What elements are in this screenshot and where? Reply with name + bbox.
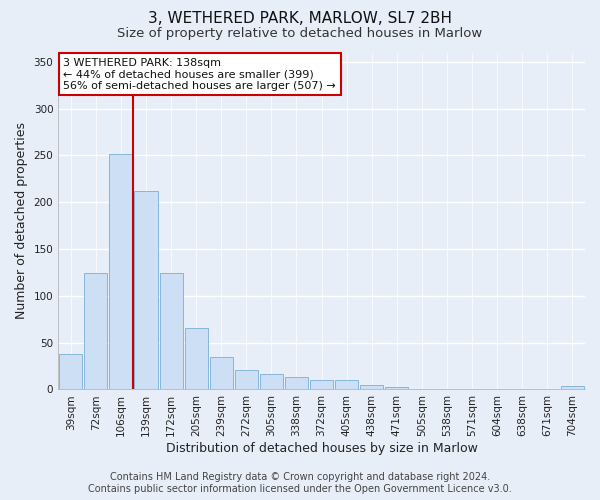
Bar <box>385 386 409 390</box>
Bar <box>260 374 283 390</box>
Bar <box>561 386 584 390</box>
Bar <box>310 380 333 390</box>
Bar <box>360 385 383 390</box>
Bar <box>335 380 358 390</box>
Y-axis label: Number of detached properties: Number of detached properties <box>15 122 28 320</box>
Bar <box>285 378 308 390</box>
Text: Size of property relative to detached houses in Marlow: Size of property relative to detached ho… <box>118 28 482 40</box>
Text: Contains HM Land Registry data © Crown copyright and database right 2024.
Contai: Contains HM Land Registry data © Crown c… <box>88 472 512 494</box>
Bar <box>84 274 107 390</box>
Bar <box>109 154 133 390</box>
Bar <box>436 388 458 390</box>
Bar <box>134 191 158 390</box>
Bar <box>410 388 433 390</box>
Bar <box>185 328 208 390</box>
Bar <box>209 356 233 390</box>
X-axis label: Distribution of detached houses by size in Marlow: Distribution of detached houses by size … <box>166 442 478 455</box>
Bar <box>160 274 182 390</box>
Text: 3 WETHERED PARK: 138sqm
← 44% of detached houses are smaller (399)
56% of semi-d: 3 WETHERED PARK: 138sqm ← 44% of detache… <box>64 58 336 91</box>
Bar <box>235 370 258 390</box>
Text: 3, WETHERED PARK, MARLOW, SL7 2BH: 3, WETHERED PARK, MARLOW, SL7 2BH <box>148 11 452 26</box>
Bar <box>59 354 82 390</box>
